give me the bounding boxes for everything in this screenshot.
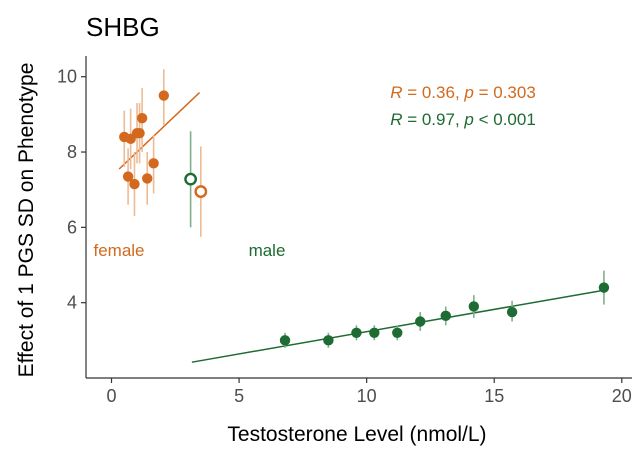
male-summary-point: [184, 172, 198, 186]
female-p-value: = 0.303: [479, 83, 536, 102]
female-data-point: [136, 112, 148, 124]
male-stats-annotation: R = 0.97, p < 0.001: [390, 110, 536, 129]
male-data-point: [323, 335, 334, 346]
female-data-point: [129, 178, 140, 190]
axes: 0 5 10 15 20 4 6 8 10: [57, 56, 632, 406]
x-ticks: 0 5 10 15 20: [107, 378, 632, 406]
fit-lines: [118, 91, 605, 363]
male-data-point: [506, 306, 518, 318]
y-tick-label: 4: [67, 293, 77, 313]
female-data-point: [148, 158, 159, 169]
female-stats-annotation: R = 0.36, p = 0.303: [390, 83, 536, 102]
male-data-point: [598, 282, 610, 293]
chart-title: SHBG: [86, 12, 160, 42]
x-tick-label: 0: [107, 386, 117, 406]
male-p-value: < 0.001: [479, 110, 536, 129]
male-data-point: [279, 335, 291, 346]
female-r-value: 0.36: [422, 83, 455, 102]
female-data-point: [134, 128, 145, 139]
male-data-point: [468, 301, 480, 312]
female-data-point: [158, 90, 170, 101]
x-tick-label: 5: [234, 386, 244, 406]
data-marks: [119, 69, 610, 348]
female-summary-point: [194, 185, 208, 198]
male-data-point: [415, 316, 426, 327]
x-tick-label: 15: [484, 386, 504, 406]
x-tick-label: 10: [357, 386, 377, 406]
male-group-label: male: [249, 241, 286, 260]
y-tick-label: 10: [57, 67, 77, 87]
y-tick-label: 6: [67, 217, 77, 237]
male-data-point: [369, 327, 380, 339]
y-axis-title: Effect of 1 PGS SD on Phenotype: [15, 63, 38, 378]
y-ticks: 4 6 8 10: [57, 67, 86, 313]
male-data-point: [392, 327, 403, 339]
x-axis-title: Testosterone Level (nmol/L): [227, 423, 486, 446]
female-group-label: female: [93, 241, 144, 260]
female-data-point: [122, 171, 134, 182]
male-data-point: [440, 310, 451, 322]
y-tick-label: 8: [67, 142, 77, 162]
x-tick-label: 20: [612, 386, 632, 406]
female-data-point: [142, 173, 153, 184]
male-r-value: 0.97: [422, 110, 455, 129]
female-fit-line: [118, 91, 201, 170]
male-data-point: [351, 327, 362, 339]
